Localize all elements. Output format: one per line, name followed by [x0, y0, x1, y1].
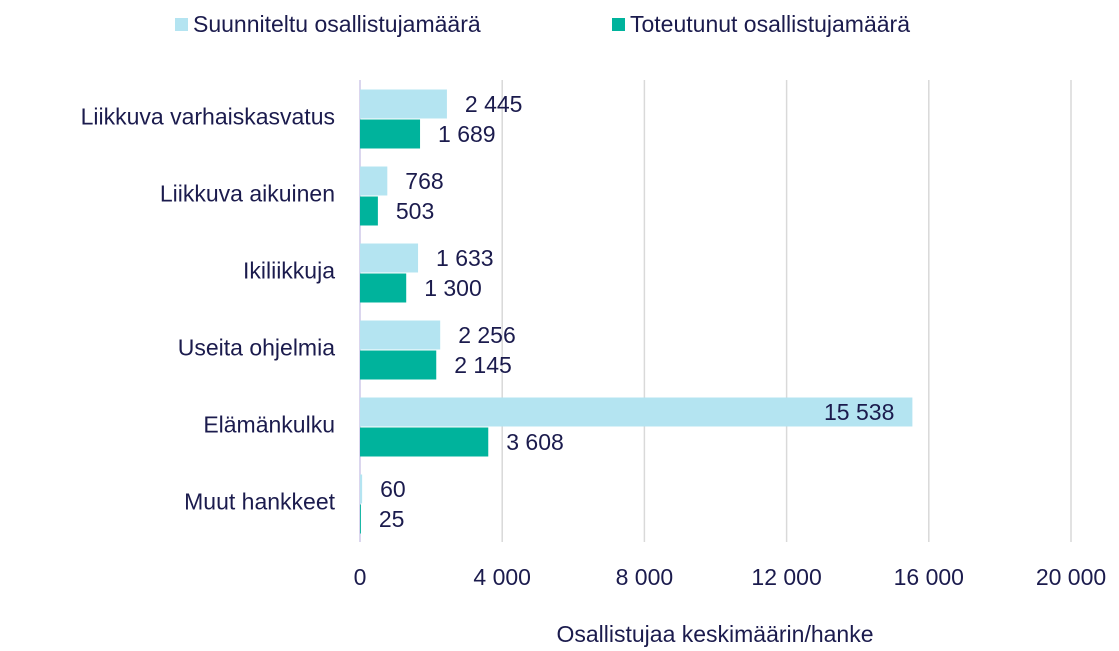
bar [360, 397, 913, 427]
bar [360, 504, 361, 534]
y-tick-label: Elämänkulku [203, 412, 335, 438]
y-tick-label: Ikiliikkuja [243, 258, 335, 284]
y-tick-label: Liikkuva aikuinen [160, 181, 335, 207]
value-label: 2 256 [458, 322, 516, 348]
value-label: 2 445 [465, 91, 523, 117]
y-tick-label: Liikkuva varhaiskasvatus [81, 104, 335, 130]
value-label: 15 538 [824, 399, 894, 425]
x-tick-label: 20 000 [1036, 564, 1106, 590]
bar [360, 273, 407, 303]
x-tick-label: 8 000 [616, 564, 674, 590]
bar [360, 350, 437, 380]
y-tick-label: Muut hankkeet [184, 489, 335, 515]
bar [360, 89, 447, 119]
bar [360, 196, 378, 226]
value-label: 25 [379, 506, 405, 532]
legend-label: Toteutunut osallistujamäärä [630, 11, 910, 37]
x-tick-label: 12 000 [751, 564, 821, 590]
value-label: 1 633 [436, 245, 494, 271]
value-label: 768 [405, 168, 443, 194]
bar [360, 320, 441, 350]
bar [360, 427, 489, 457]
y-tick-label: Useita ohjelmia [178, 335, 335, 361]
value-label: 1 689 [438, 121, 496, 147]
x-axis-label: Osallistujaa keskimäärin/hanke [556, 621, 873, 647]
value-label: 3 608 [506, 429, 564, 455]
x-tick-label: 16 000 [894, 564, 964, 590]
bar [360, 119, 421, 149]
value-label: 2 145 [454, 352, 512, 378]
value-label: 503 [396, 198, 434, 224]
legend-label: Suunniteltu osallistujamäärä [193, 11, 481, 37]
value-label: 1 300 [424, 275, 482, 301]
legend-swatch [612, 18, 625, 31]
x-tick-label: 0 [354, 564, 367, 590]
legend-swatch [175, 18, 188, 31]
value-label: 60 [380, 476, 406, 502]
bar [360, 243, 419, 273]
bar [360, 474, 363, 504]
bar [360, 166, 388, 196]
x-tick-label: 4 000 [473, 564, 531, 590]
